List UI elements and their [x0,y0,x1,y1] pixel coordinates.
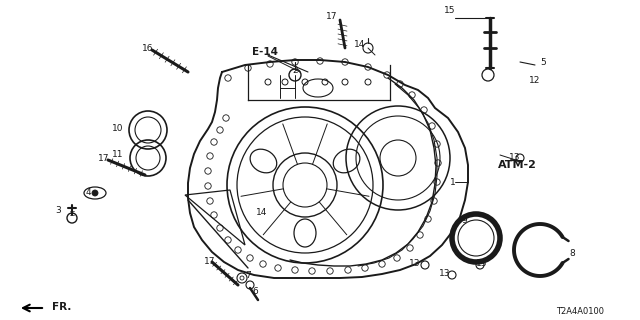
Text: 3: 3 [55,205,61,214]
Text: T2A4A0100: T2A4A0100 [556,308,604,316]
Text: 8: 8 [569,249,575,258]
Text: 11: 11 [112,149,124,158]
Text: 17: 17 [326,12,338,20]
Text: 6: 6 [252,287,258,297]
Text: FR.: FR. [52,302,72,312]
Text: 4: 4 [85,188,91,196]
Text: 7: 7 [245,270,251,279]
Circle shape [92,190,98,196]
Text: 16: 16 [142,44,154,52]
Text: 13: 13 [409,259,420,268]
Text: ATM-2: ATM-2 [498,160,537,170]
Text: 17: 17 [204,258,216,267]
Text: 15: 15 [444,5,456,14]
Text: 9: 9 [461,215,467,225]
Text: 12: 12 [529,76,541,84]
Text: 17: 17 [99,154,109,163]
Text: 2: 2 [292,66,298,75]
Text: 14: 14 [256,207,268,217]
Text: 13: 13 [439,269,451,278]
Text: E-14: E-14 [252,47,278,57]
Text: 5: 5 [540,58,546,67]
Text: 1: 1 [450,178,456,187]
Text: 13: 13 [509,153,521,162]
Text: 14: 14 [355,39,365,49]
Text: 13: 13 [476,259,488,268]
Text: 10: 10 [112,124,124,132]
